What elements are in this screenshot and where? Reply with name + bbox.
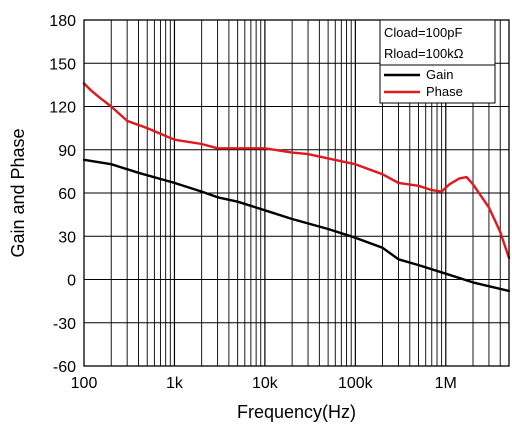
y-tick-label: 150	[49, 56, 76, 73]
legend-note-rload: Rload=100kΩ	[384, 46, 464, 61]
legend: Cload=100pF Rload=100kΩ Gain Phase	[379, 19, 496, 104]
y-tick-label: 90	[58, 143, 76, 160]
y-tick-label: 30	[58, 229, 76, 246]
plot-frame	[83, 19, 510, 367]
legend-label-gain: Gain	[426, 67, 453, 82]
y-tick-label: 120	[49, 100, 76, 117]
legend-box	[379, 19, 496, 104]
y-axis-title: Gain and Phase	[8, 128, 28, 257]
series-line-gain	[82, 158, 511, 293]
series-line-phase	[82, 82, 511, 260]
x-tick-label: 100k	[338, 375, 374, 392]
x-axis-title: Frequency(Hz)	[237, 402, 356, 422]
legend-note-cload: Cload=100pF	[384, 25, 462, 40]
x-tick-label: 1k	[166, 375, 184, 392]
grid	[84, 20, 509, 366]
x-tick-label: 10k	[252, 375, 279, 392]
tick-labels: -60 -30 0 30 60 90 120 150 180 100 1k 10k 100k 1M	[49, 13, 457, 392]
x-tick-label: 1M	[435, 375, 457, 392]
y-tick-label: 180	[49, 13, 76, 30]
x-tick-label: 100	[71, 375, 98, 392]
legend-label-phase: Phase	[426, 84, 463, 99]
series-lines	[82, 82, 511, 293]
y-tick-label: 0	[67, 273, 76, 290]
y-tick-label: -60	[53, 359, 76, 376]
y-tick-label: 60	[58, 186, 76, 203]
y-tick-label: -30	[53, 316, 76, 333]
